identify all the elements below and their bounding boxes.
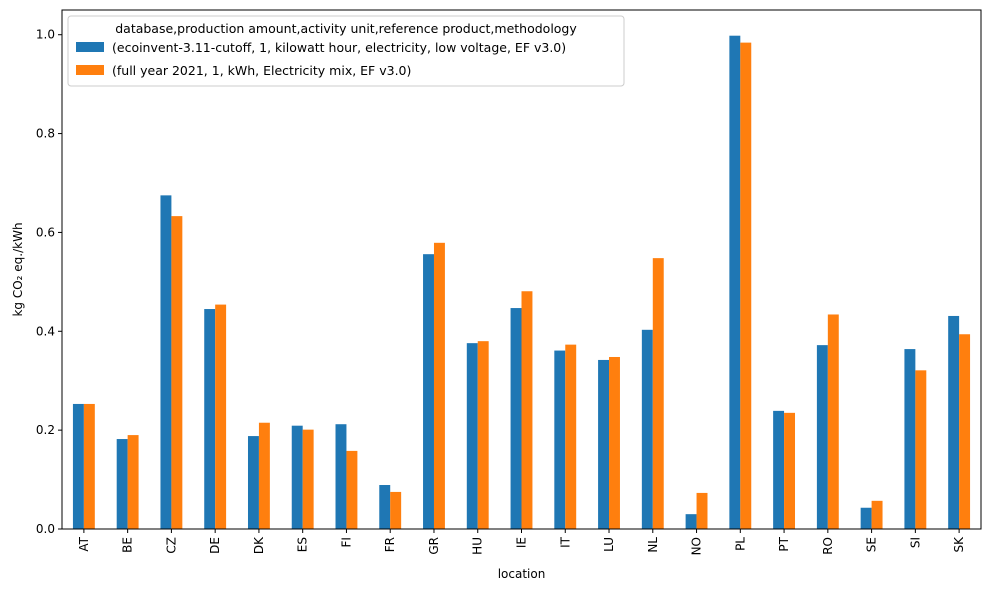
bar-si-series-2 bbox=[915, 370, 927, 529]
bar-at-series-2 bbox=[83, 403, 95, 529]
x-tick-label-dk: DK bbox=[252, 536, 266, 554]
bar-be-series-2 bbox=[127, 435, 139, 529]
x-tick-label-cz: CZ bbox=[164, 537, 178, 554]
x-tick-label-hu: HU bbox=[471, 537, 485, 555]
y-tick-label: 0.4 bbox=[36, 324, 55, 338]
x-tick-label-pl: PL bbox=[733, 537, 747, 551]
y-tick-label: 0.8 bbox=[36, 127, 55, 141]
legend-label-series-1: (ecoinvent-3.11-cutoff, 1, kilowatt hour… bbox=[112, 40, 566, 55]
bar-es-series-1 bbox=[291, 425, 303, 529]
x-axis-ticks: AT BE CZ DE DK ES FI FR GR HU IE IT LU NL NO PL PT RO SE SI… bbox=[77, 529, 966, 555]
x-tick-label-ro: RO bbox=[821, 537, 835, 555]
bar-no-series-2 bbox=[696, 492, 708, 529]
x-tick-label-se: SE bbox=[865, 537, 879, 552]
legend: database,production amount,activity unit… bbox=[67, 15, 625, 87]
bar-lu-series-2 bbox=[609, 356, 620, 529]
y-axis-ticks: 0.0 0.2 0.4 0.6 0.8 1.0 bbox=[36, 28, 62, 536]
bar-cz-series-2 bbox=[171, 216, 183, 529]
bars-group bbox=[72, 35, 971, 530]
plot-frame bbox=[61, 9, 982, 530]
bar-de-series-2 bbox=[215, 304, 227, 529]
bar-fi-series-1 bbox=[335, 424, 347, 529]
bar-dk-series-2 bbox=[258, 422, 270, 529]
bar-dk-series-1 bbox=[247, 436, 259, 529]
bar-se-series-1 bbox=[860, 507, 872, 529]
bar-fr-series-1 bbox=[379, 485, 391, 529]
x-tick-label-it: IT bbox=[558, 536, 572, 548]
bar-it-series-1 bbox=[554, 350, 566, 529]
bar-nl-series-2 bbox=[652, 258, 664, 529]
bar-ro-series-1 bbox=[816, 345, 828, 529]
legend-entries: (ecoinvent-3.11-cutoff, 1, kilowatt hour… bbox=[76, 40, 566, 78]
bar-de-series-1 bbox=[204, 309, 216, 529]
y-tick-label: 0.6 bbox=[36, 225, 55, 239]
bar-cz-series-1 bbox=[160, 195, 172, 530]
legend-title: database,production amount,activity unit… bbox=[115, 21, 577, 36]
bar-lu-series-1 bbox=[598, 359, 610, 529]
legend-swatch-series-1 bbox=[76, 42, 104, 52]
x-tick-label-gr: GR bbox=[427, 537, 441, 555]
legend-box bbox=[67, 15, 625, 87]
x-tick-label-de: DE bbox=[208, 537, 222, 554]
bar-at-series-1 bbox=[72, 403, 84, 529]
y-tick-label: 0.0 bbox=[36, 522, 55, 536]
bar-no-series-1 bbox=[685, 514, 697, 529]
x-tick-label-fi: FI bbox=[339, 537, 353, 547]
bar-pt-series-2 bbox=[784, 412, 796, 529]
bar-hu-series-2 bbox=[477, 341, 489, 529]
bar-it-series-2 bbox=[565, 344, 577, 529]
x-tick-label-lu: LU bbox=[602, 537, 616, 552]
bar-pl-series-2 bbox=[740, 42, 752, 530]
bar-sk-series-2 bbox=[959, 334, 971, 529]
x-tick-label-es: ES bbox=[296, 537, 310, 552]
x-tick-label-si: SI bbox=[908, 537, 922, 548]
bar-pt-series-1 bbox=[773, 410, 785, 529]
bar-si-series-1 bbox=[904, 349, 916, 529]
x-tick-label-ie: IE bbox=[515, 537, 529, 548]
legend-swatch-series-2 bbox=[76, 65, 104, 75]
bar-sk-series-1 bbox=[948, 315, 960, 529]
bar-gr-series-1 bbox=[423, 254, 434, 529]
bar-be-series-1 bbox=[116, 439, 128, 529]
x-tick-label-fr: FR bbox=[383, 537, 397, 552]
bar-es-series-2 bbox=[302, 429, 314, 529]
legend-label-series-2: (full year 2021, 1, kWh, Electricity mix… bbox=[112, 63, 411, 78]
y-tick-label: 1.0 bbox=[36, 28, 55, 42]
x-tick-label-no: NO bbox=[690, 537, 704, 555]
bar-gr-series-2 bbox=[433, 242, 445, 529]
y-tick-label: 0.2 bbox=[36, 423, 55, 437]
bar-nl-series-1 bbox=[641, 329, 653, 529]
bar-ie-series-1 bbox=[510, 308, 522, 529]
x-tick-label-sk: SK bbox=[952, 536, 966, 553]
bar-se-series-2 bbox=[871, 500, 883, 529]
y-axis-label: kg CO₂ eq./kWh bbox=[11, 222, 25, 316]
x-axis-label: location bbox=[498, 567, 546, 581]
x-tick-label-pt: PT bbox=[777, 536, 791, 551]
bar-fr-series-2 bbox=[390, 491, 402, 529]
bar-ie-series-2 bbox=[521, 291, 533, 529]
bar-pl-series-1 bbox=[729, 35, 741, 529]
x-tick-label-nl: NL bbox=[646, 537, 660, 553]
bar-fi-series-2 bbox=[346, 450, 358, 529]
x-tick-label-be: BE bbox=[121, 537, 135, 553]
bar-hu-series-1 bbox=[466, 343, 478, 529]
x-tick-label-at: AT bbox=[77, 536, 91, 551]
bar-ro-series-2 bbox=[827, 314, 839, 529]
